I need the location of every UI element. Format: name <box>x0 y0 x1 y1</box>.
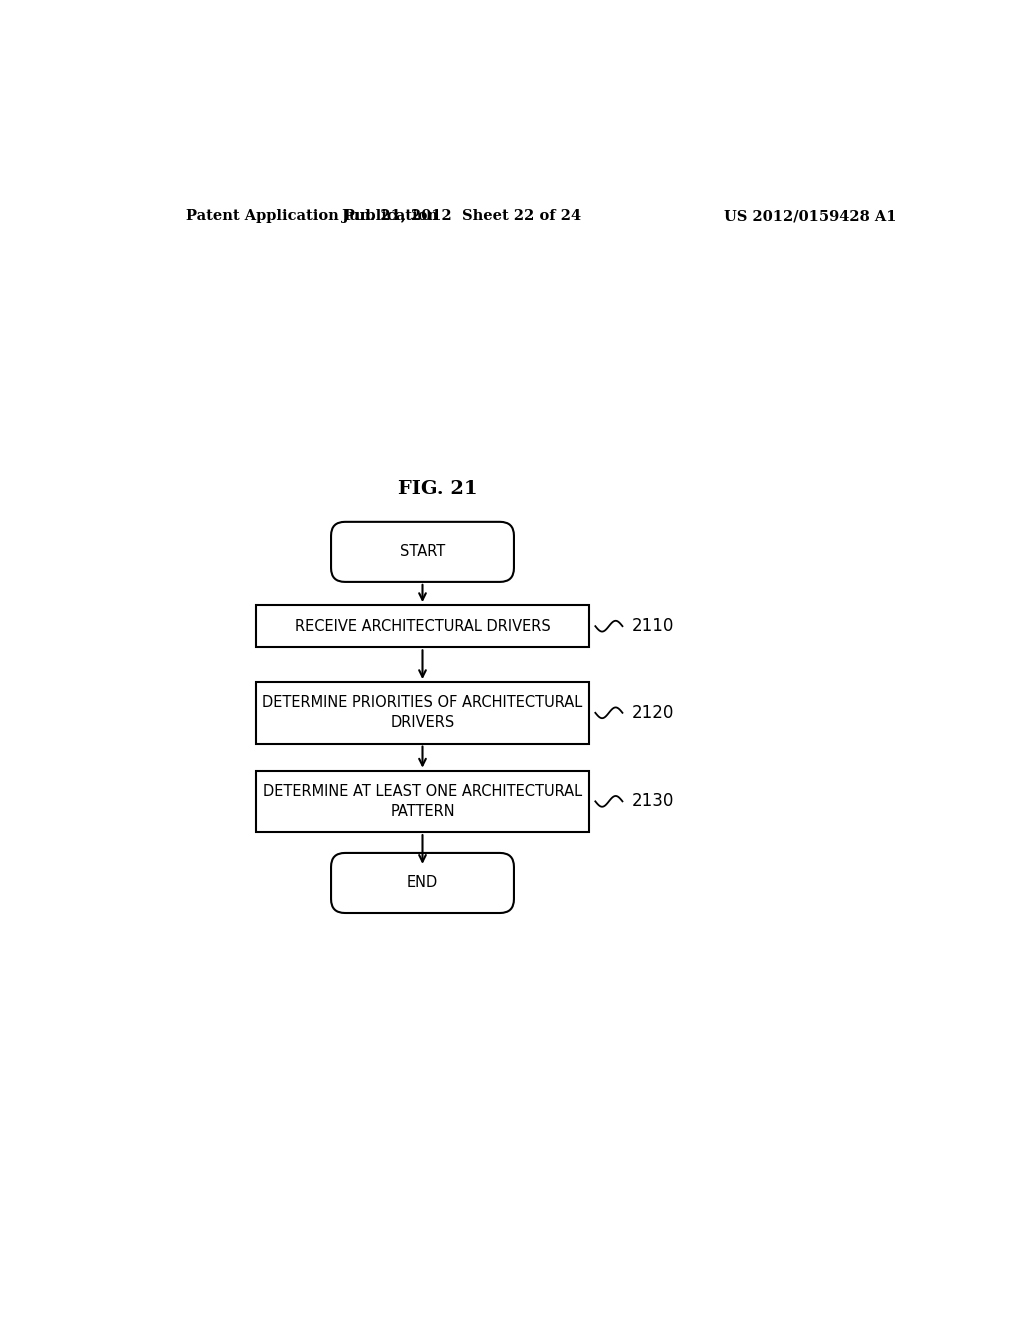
Bar <box>256 771 589 832</box>
Text: US 2012/0159428 A1: US 2012/0159428 A1 <box>724 209 896 223</box>
Text: FIG. 21: FIG. 21 <box>398 480 478 499</box>
Bar <box>256 682 589 743</box>
Text: Patent Application Publication: Patent Application Publication <box>186 209 438 223</box>
Text: DETERMINE PRIORITIES OF ARCHITECTURAL
DRIVERS: DETERMINE PRIORITIES OF ARCHITECTURAL DR… <box>262 696 583 730</box>
Text: 2130: 2130 <box>632 792 674 810</box>
Text: 2120: 2120 <box>632 704 674 722</box>
Text: Jun. 21, 2012  Sheet 22 of 24: Jun. 21, 2012 Sheet 22 of 24 <box>342 209 581 223</box>
Text: 2110: 2110 <box>632 618 674 635</box>
FancyBboxPatch shape <box>331 521 514 582</box>
Text: END: END <box>407 875 438 891</box>
Bar <box>256 605 589 647</box>
Text: DETERMINE AT LEAST ONE ARCHITECTURAL
PATTERN: DETERMINE AT LEAST ONE ARCHITECTURAL PAT… <box>263 784 582 818</box>
FancyBboxPatch shape <box>331 853 514 913</box>
Text: RECEIVE ARCHITECTURAL DRIVERS: RECEIVE ARCHITECTURAL DRIVERS <box>295 619 550 634</box>
Text: START: START <box>400 544 445 560</box>
